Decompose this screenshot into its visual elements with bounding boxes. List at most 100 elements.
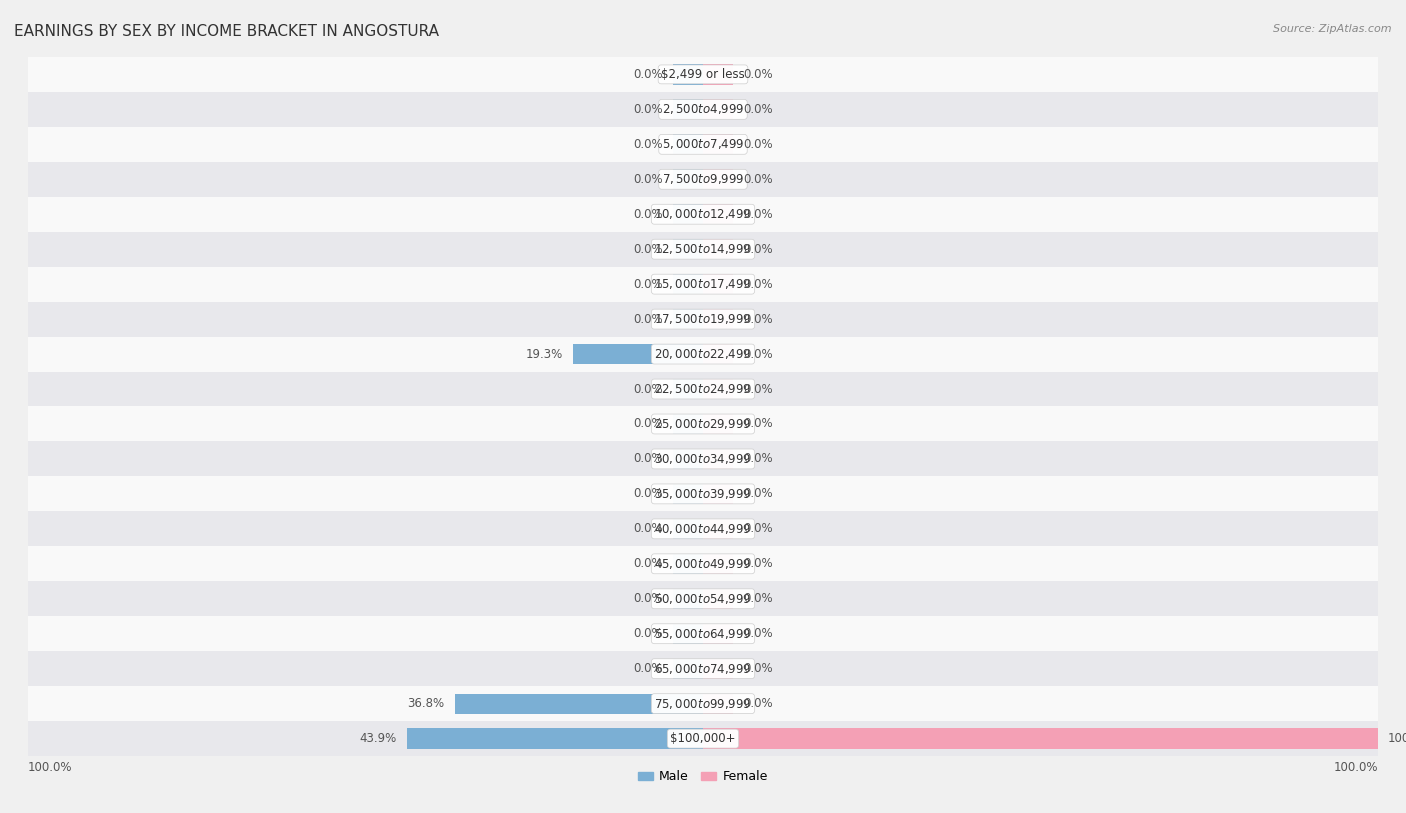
Text: 0.0%: 0.0% (633, 663, 662, 675)
Text: 0.0%: 0.0% (744, 593, 773, 605)
Text: 0.0%: 0.0% (744, 208, 773, 220)
Text: $2,500 to $4,999: $2,500 to $4,999 (662, 102, 744, 116)
Bar (406, 728, 703, 749)
Bar (703, 624, 734, 644)
Bar (672, 414, 703, 434)
Text: 0.0%: 0.0% (744, 488, 773, 500)
Text: $55,000 to $64,999: $55,000 to $64,999 (654, 627, 752, 641)
Text: 0.0%: 0.0% (633, 138, 662, 150)
Bar (28, 581, 1378, 616)
Text: $10,000 to $12,499: $10,000 to $12,499 (654, 207, 752, 221)
Text: $17,500 to $19,999: $17,500 to $19,999 (654, 312, 752, 326)
Text: $50,000 to $54,999: $50,000 to $54,999 (654, 592, 752, 606)
Bar (28, 546, 1378, 581)
Bar (672, 99, 703, 120)
Text: 0.0%: 0.0% (744, 418, 773, 430)
Text: 0.0%: 0.0% (633, 558, 662, 570)
Text: 0.0%: 0.0% (744, 523, 773, 535)
Bar (672, 449, 703, 469)
Bar (28, 441, 1378, 476)
Text: $45,000 to $49,999: $45,000 to $49,999 (654, 557, 752, 571)
Legend: Male, Female: Male, Female (633, 765, 773, 789)
Bar (28, 197, 1378, 232)
Bar (672, 239, 703, 259)
Text: 0.0%: 0.0% (744, 243, 773, 255)
Text: 0.0%: 0.0% (744, 383, 773, 395)
Text: 0.0%: 0.0% (633, 593, 662, 605)
Bar (703, 344, 734, 364)
Bar (703, 554, 734, 574)
Bar (28, 337, 1378, 372)
Bar (28, 686, 1378, 721)
Text: 0.0%: 0.0% (633, 418, 662, 430)
Bar (703, 728, 1378, 749)
Text: 0.0%: 0.0% (633, 208, 662, 220)
Text: $22,500 to $24,999: $22,500 to $24,999 (654, 382, 752, 396)
Text: $35,000 to $39,999: $35,000 to $39,999 (654, 487, 752, 501)
Bar (703, 449, 734, 469)
Text: 0.0%: 0.0% (744, 138, 773, 150)
Bar (28, 92, 1378, 127)
Bar (672, 519, 703, 539)
Bar (28, 476, 1378, 511)
Bar (703, 239, 734, 259)
Bar (28, 511, 1378, 546)
Text: 0.0%: 0.0% (744, 558, 773, 570)
Text: $65,000 to $74,999: $65,000 to $74,999 (654, 662, 752, 676)
Text: $15,000 to $17,499: $15,000 to $17,499 (654, 277, 752, 291)
Text: 0.0%: 0.0% (633, 453, 662, 465)
Text: $20,000 to $22,499: $20,000 to $22,499 (654, 347, 752, 361)
Bar (703, 693, 734, 714)
Text: 0.0%: 0.0% (633, 628, 662, 640)
Bar (703, 134, 734, 154)
Bar (28, 406, 1378, 441)
Text: 0.0%: 0.0% (633, 488, 662, 500)
Bar (672, 309, 703, 329)
Bar (703, 589, 734, 609)
Text: 19.3%: 19.3% (526, 348, 562, 360)
Text: 0.0%: 0.0% (744, 453, 773, 465)
Text: 0.0%: 0.0% (744, 313, 773, 325)
Bar (28, 616, 1378, 651)
Bar (703, 659, 734, 679)
Text: 0.0%: 0.0% (744, 278, 773, 290)
Bar (703, 204, 734, 224)
Text: 0.0%: 0.0% (633, 173, 662, 185)
Text: 36.8%: 36.8% (408, 698, 444, 710)
Text: Source: ZipAtlas.com: Source: ZipAtlas.com (1274, 24, 1392, 34)
Bar (703, 99, 734, 120)
Text: 0.0%: 0.0% (744, 348, 773, 360)
Text: 0.0%: 0.0% (633, 243, 662, 255)
Text: $12,500 to $14,999: $12,500 to $14,999 (654, 242, 752, 256)
Bar (703, 309, 734, 329)
Bar (703, 484, 734, 504)
Bar (672, 554, 703, 574)
Text: 0.0%: 0.0% (633, 68, 662, 80)
Bar (703, 274, 734, 294)
Bar (672, 589, 703, 609)
Text: 0.0%: 0.0% (744, 663, 773, 675)
Bar (28, 232, 1378, 267)
Text: $2,499 or less: $2,499 or less (661, 68, 745, 80)
Bar (672, 624, 703, 644)
Text: 100.0%: 100.0% (1333, 761, 1378, 774)
Bar (28, 372, 1378, 406)
Bar (28, 302, 1378, 337)
Text: 0.0%: 0.0% (744, 103, 773, 115)
Text: $30,000 to $34,999: $30,000 to $34,999 (654, 452, 752, 466)
Text: 0.0%: 0.0% (633, 313, 662, 325)
Bar (28, 721, 1378, 756)
Text: $75,000 to $99,999: $75,000 to $99,999 (654, 697, 752, 711)
Bar (28, 127, 1378, 162)
Text: 0.0%: 0.0% (744, 68, 773, 80)
Text: EARNINGS BY SEX BY INCOME BRACKET IN ANGOSTURA: EARNINGS BY SEX BY INCOME BRACKET IN ANG… (14, 24, 439, 39)
Bar (572, 344, 703, 364)
Text: 100.0%: 100.0% (1388, 733, 1406, 745)
Text: 0.0%: 0.0% (744, 698, 773, 710)
Text: 0.0%: 0.0% (633, 523, 662, 535)
Bar (672, 134, 703, 154)
Bar (28, 267, 1378, 302)
Bar (672, 274, 703, 294)
Text: $25,000 to $29,999: $25,000 to $29,999 (654, 417, 752, 431)
Bar (28, 651, 1378, 686)
